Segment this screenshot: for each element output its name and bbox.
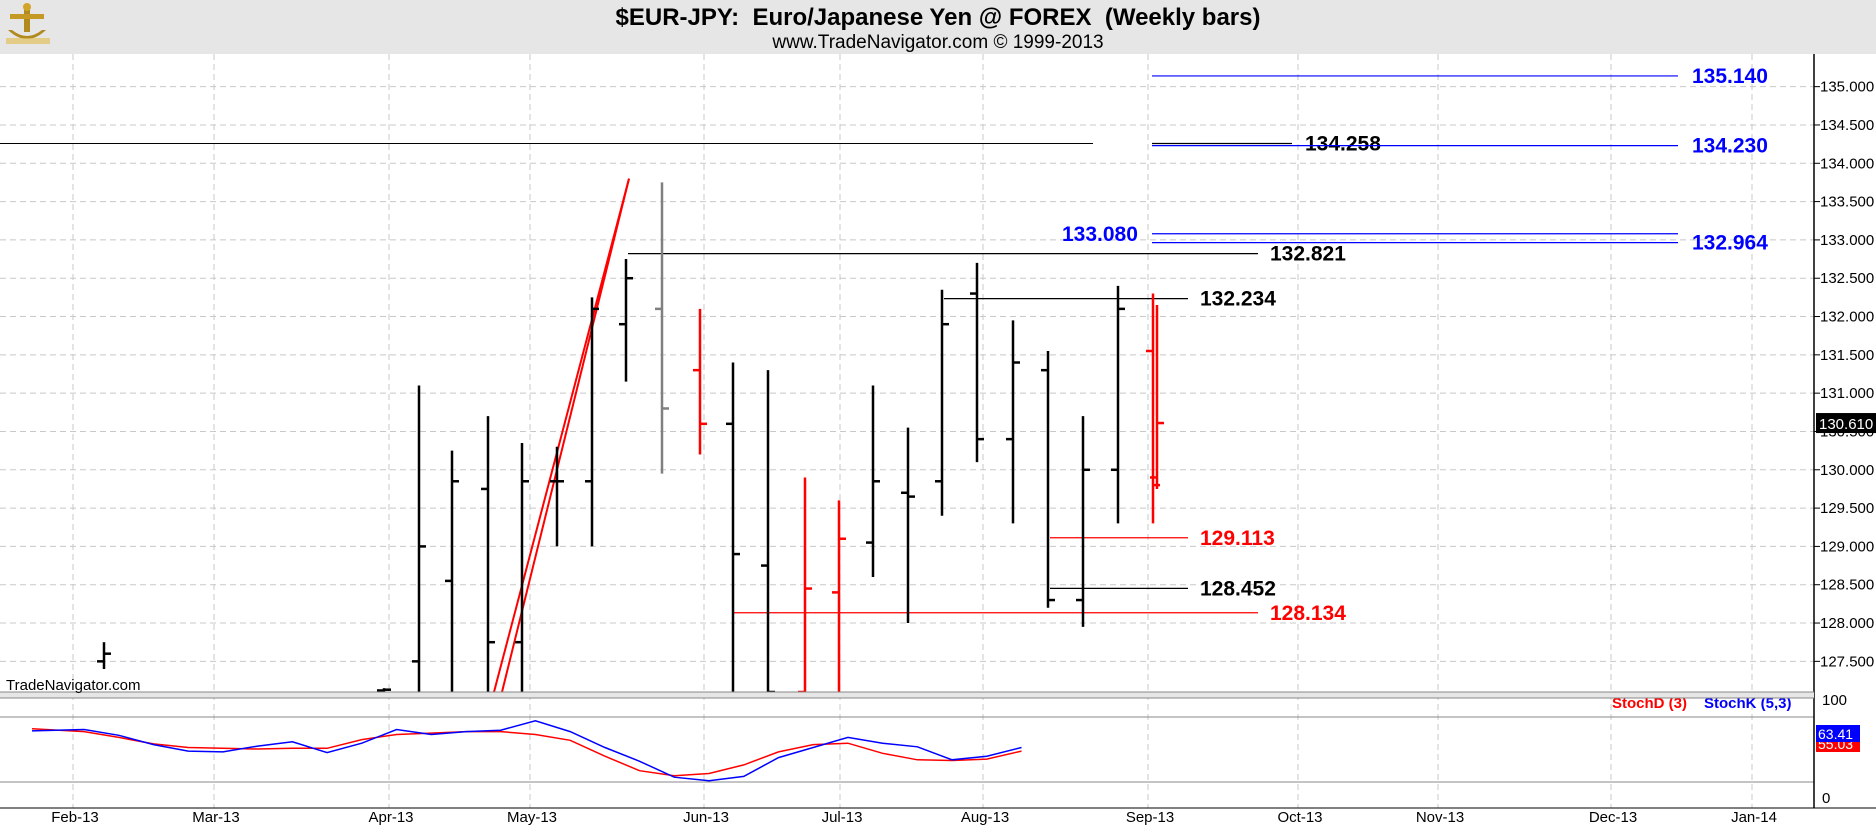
ohlc-bar: [585, 297, 599, 547]
level-label: 134.258: [1305, 133, 1381, 156]
stoch-series-line: [31, 720, 1022, 782]
ohlc-bar: [619, 259, 633, 382]
ohlc-bar: [1041, 351, 1055, 608]
stoch-value-badge: [1816, 725, 1860, 742]
last-price-badge: [1816, 413, 1876, 434]
ohlc-bar: [481, 416, 495, 692]
chart-header: [0, 0, 1876, 54]
level-label: 134.230: [1692, 135, 1768, 158]
y-tick-label: 133.000: [1820, 232, 1874, 249]
y-tick-label: 130.000: [1820, 462, 1874, 479]
trend-line: [493, 178, 630, 693]
stoch-tick-label: 100: [1822, 692, 1847, 709]
x-tick-label: Oct-13: [1277, 809, 1322, 826]
ohlc-bar: [866, 385, 880, 578]
stoch-tick-label: 0: [1822, 790, 1830, 807]
x-tick-label: Dec-13: [1589, 809, 1637, 826]
watermark-text: TradeNavigator.com: [6, 677, 141, 694]
y-tick-label: 127.500: [1820, 653, 1874, 670]
x-tick-label: Nov-13: [1416, 809, 1464, 826]
y-tick-label: 131.500: [1820, 347, 1874, 364]
x-tick-label: Feb-13: [51, 809, 99, 826]
y-tick-label: 131.000: [1820, 385, 1874, 402]
x-tick-label: Aug-13: [961, 809, 1009, 826]
chart-subtitle: www.TradeNavigator.com © 1999-2013: [772, 32, 1104, 53]
pane-separator: [0, 692, 1814, 698]
level-label: 133.080: [1062, 223, 1138, 246]
level-label: 132.821: [1270, 243, 1346, 266]
y-tick-label: 134.000: [1820, 155, 1874, 172]
x-tick-label: Mar-13: [192, 809, 240, 826]
y-tick-label: 133.500: [1820, 194, 1874, 211]
level-label: 132.964: [1692, 232, 1768, 255]
ohlc-bar: [901, 427, 915, 624]
ohlc-bar: [445, 450, 459, 692]
y-tick-label: 132.000: [1820, 309, 1874, 326]
y-tick-label: 132.500: [1820, 270, 1874, 287]
y-tick-label: 135.000: [1820, 79, 1874, 96]
level-lines: 135.140 134.258 134.230 133.080 132.964 132.8…: [0, 65, 1768, 693]
last-price-label: 130.610: [1819, 416, 1873, 433]
ohlc-bar: [693, 308, 707, 455]
ohlc-bar: [1150, 305, 1164, 489]
ohlc-bar: [726, 362, 740, 692]
ohlc-bar: [761, 370, 775, 694]
y-tick-label: 134.500: [1820, 117, 1874, 134]
ohlc-bars: [97, 182, 1164, 694]
x-tick-label: Sep-13: [1126, 809, 1174, 826]
ohlc-bar: [655, 182, 669, 474]
stoch-series-line: [31, 728, 1022, 777]
y-tick-label: 129.500: [1820, 500, 1874, 517]
x-tick-label: Jun-13: [683, 809, 729, 826]
stoch-value-label: 63.41: [1818, 726, 1853, 742]
ohlc-bar: [550, 446, 564, 547]
level-label: 132.234: [1200, 288, 1276, 311]
x-tick-label: May-13: [507, 809, 557, 826]
x-tick-label: Jan-14: [1731, 809, 1777, 826]
ohlc-bar: [1076, 416, 1090, 627]
legend-stoch-d: StochD (3): [1612, 695, 1687, 712]
ohlc-bar: [97, 642, 111, 670]
level-label: 128.134: [1270, 602, 1346, 625]
y-tick-label: 129.000: [1820, 538, 1874, 555]
y-tick-label: 128.000: [1820, 615, 1874, 632]
ohlc-bar: [935, 289, 949, 516]
axes: Feb-13 Mar-13 Apr-13 May-13 Jun-13 Jul-13 Aug-…: [0, 54, 1876, 826]
x-tick-label: Jul-13: [822, 809, 863, 826]
stochastic-panel: StochD (3) StochK (5,3): [0, 695, 1814, 783]
y-tick-label: 128.500: [1820, 577, 1874, 594]
ohlc-bar: [412, 385, 426, 692]
ohlc-bar: [377, 688, 391, 692]
legend-stoch-k: StochK (5,3): [1704, 695, 1792, 712]
chart-title: $EUR-JPY: Euro/Japanese Yen @ FOREX (Wee…: [615, 4, 1261, 31]
level-label: 128.452: [1200, 577, 1276, 600]
x-tick-label: Apr-13: [368, 809, 413, 826]
ohlc-bar: [832, 500, 846, 692]
grid-lines: [0, 54, 1814, 808]
anchor-logo-icon: [4, 2, 52, 53]
ohlc-bar: [970, 262, 984, 463]
ohlc-bar: [1111, 285, 1125, 524]
level-label: 129.113: [1200, 527, 1275, 550]
level-label: 135.140: [1692, 65, 1768, 88]
ohlc-bar: [515, 442, 529, 692]
ohlc-bar: [1006, 320, 1020, 524]
